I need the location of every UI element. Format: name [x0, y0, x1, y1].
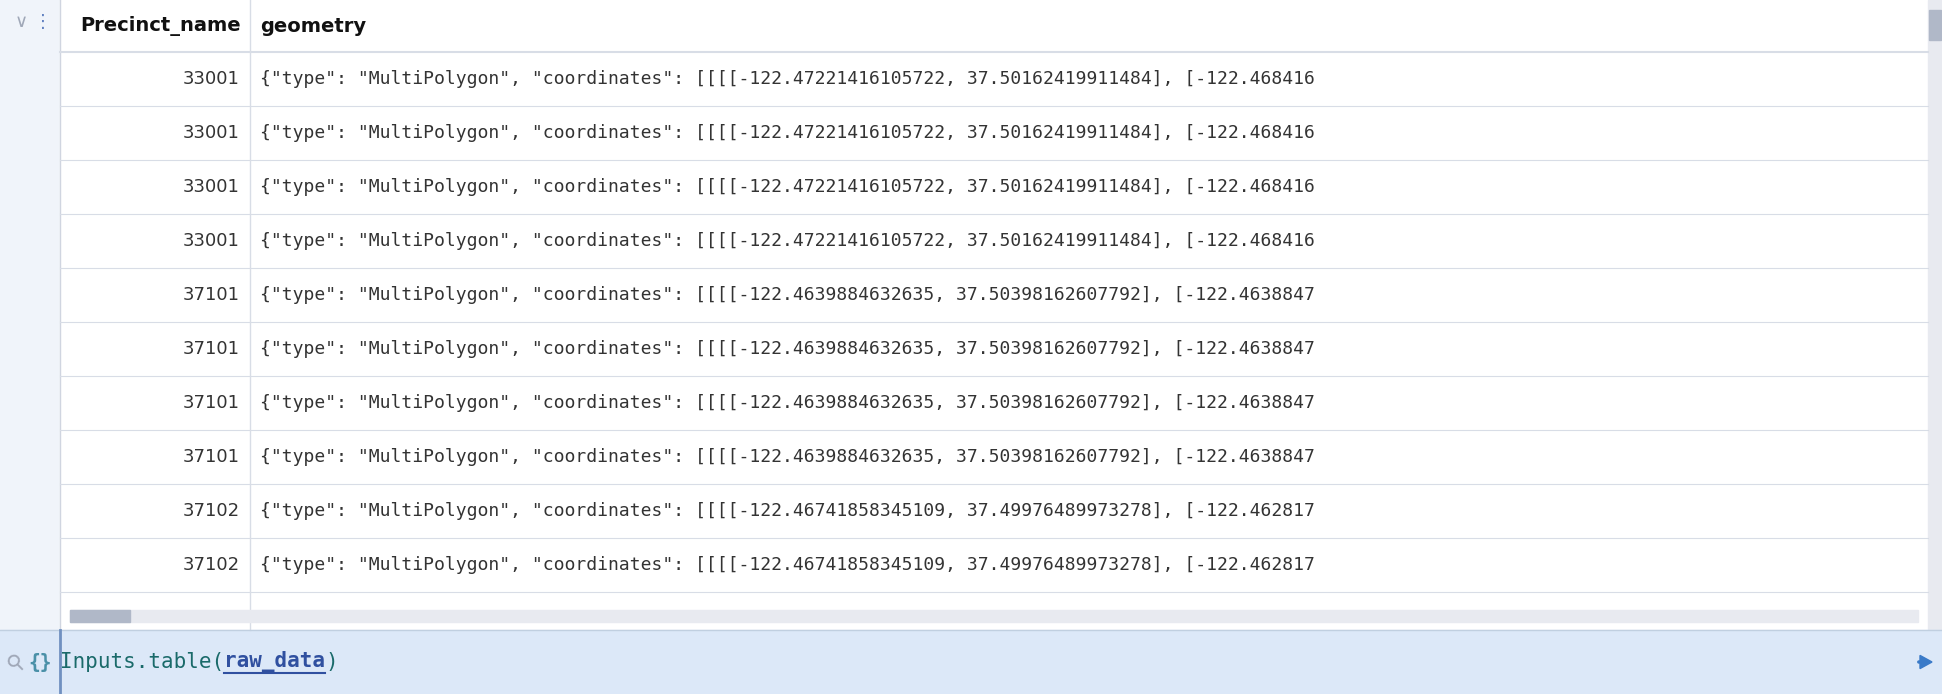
- Text: 37101: 37101: [183, 394, 241, 412]
- Text: geometry: geometry: [260, 17, 367, 35]
- Text: 33001: 33001: [183, 178, 241, 196]
- Text: 33001: 33001: [183, 232, 241, 250]
- Text: {"type": "MultiPolygon", "coordinates": [[[[-122.46741858345109, 37.499764899732: {"type": "MultiPolygon", "coordinates": …: [260, 502, 1315, 520]
- Text: {"type": "MultiPolygon", "coordinates": [[[[-122.47221416105722, 37.501624199114: {"type": "MultiPolygon", "coordinates": …: [260, 70, 1315, 88]
- Text: 37101: 37101: [183, 448, 241, 466]
- Text: ): ): [324, 652, 338, 672]
- Text: raw_data: raw_data: [223, 652, 324, 672]
- Text: 37101: 37101: [183, 340, 241, 358]
- Bar: [0, 0, 60, 630]
- Bar: [1928, 10, 1940, 40]
- Text: {"type": "MultiPolygon", "coordinates": [[[[-122.47221416105722, 37.501624199114: {"type": "MultiPolygon", "coordinates": …: [260, 124, 1315, 142]
- Bar: [70, 610, 1919, 622]
- Text: Precinct_name: Precinct_name: [80, 16, 241, 36]
- Text: 33001: 33001: [183, 124, 241, 142]
- Text: {"type": "MultiPolygon", "coordinates": [[[[-122.47221416105722, 37.501624199114: {"type": "MultiPolygon", "coordinates": …: [260, 232, 1315, 250]
- Text: 37102: 37102: [183, 556, 241, 574]
- Text: ⚲: ⚲: [4, 649, 29, 675]
- Bar: [0, 630, 1942, 694]
- Text: Inputs.table(: Inputs.table(: [60, 652, 223, 672]
- Text: 37101: 37101: [183, 286, 241, 304]
- Text: {}: {}: [29, 652, 52, 672]
- Text: {"type": "MultiPolygon", "coordinates": [[[[-122.4639884632635, 37.5039816260779: {"type": "MultiPolygon", "coordinates": …: [260, 448, 1315, 466]
- Text: {"type": "MultiPolygon", "coordinates": [[[[-122.4639884632635, 37.5039816260779: {"type": "MultiPolygon", "coordinates": …: [260, 340, 1315, 358]
- Bar: [70, 610, 130, 622]
- Text: ∨: ∨: [14, 13, 27, 31]
- Text: {"type": "MultiPolygon", "coordinates": [[[[-122.4639884632635, 37.5039816260779: {"type": "MultiPolygon", "coordinates": …: [260, 394, 1315, 412]
- Text: ⋮: ⋮: [35, 13, 52, 31]
- Bar: [1928, 0, 1942, 630]
- Polygon shape: [1921, 655, 1932, 668]
- Text: {"type": "MultiPolygon", "coordinates": [[[[-122.47221416105722, 37.501624199114: {"type": "MultiPolygon", "coordinates": …: [260, 178, 1315, 196]
- Text: {"type": "MultiPolygon", "coordinates": [[[[-122.4639884632635, 37.5039816260779: {"type": "MultiPolygon", "coordinates": …: [260, 286, 1315, 304]
- Text: {"type": "MultiPolygon", "coordinates": [[[[-122.46741858345109, 37.499764899732: {"type": "MultiPolygon", "coordinates": …: [260, 556, 1315, 574]
- Text: 33001: 33001: [183, 70, 241, 88]
- Text: 37102: 37102: [183, 502, 241, 520]
